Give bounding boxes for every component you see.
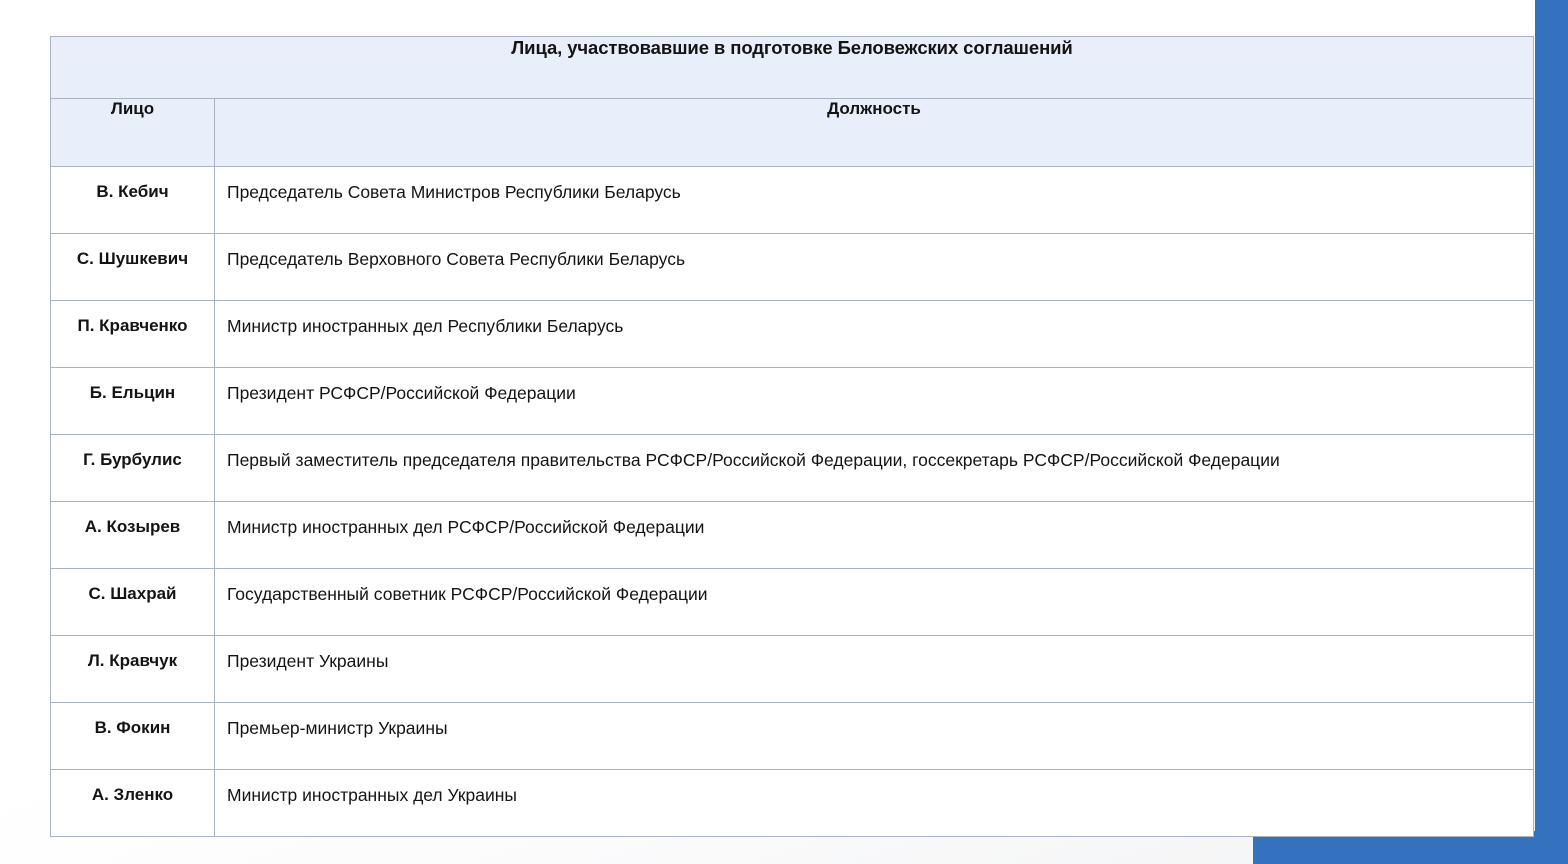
- table-row: А. Козырев Министр иностранных дел РСФСР…: [50, 501, 1534, 569]
- table-title-cell: Лица, участвовавшие в подготовке Беловеж…: [50, 36, 1534, 99]
- cell-position: Председатель Верховного Совета Республик…: [214, 233, 1534, 301]
- table-title-row: Лица, участвовавшие в подготовке Беловеж…: [50, 36, 1534, 99]
- table-row: А. Зленко Министр иностранных дел Украин…: [50, 769, 1534, 837]
- person-name: А. Козырев: [84, 517, 181, 536]
- accent-bar-right: [1535, 0, 1568, 832]
- cell-person: С. Шахрай: [50, 568, 215, 636]
- cell-person: Г. Бурбулис: [50, 434, 215, 502]
- cell-position: Президент Украины: [214, 635, 1534, 703]
- table-row: С. Шахрай Государственный советник РСФСР…: [50, 568, 1534, 636]
- person-position: Государственный советник РСФСР/Российско…: [227, 584, 708, 604]
- cell-person: Л. Кравчук: [50, 635, 215, 703]
- person-position: Председатель Совета Министров Республики…: [227, 182, 681, 202]
- person-position: Министр иностранных дел РСФСР/Российской…: [227, 517, 705, 537]
- table-row: С. Шушкевич Председатель Верховного Сове…: [50, 233, 1534, 301]
- person-name: А. Зленко: [91, 785, 174, 804]
- person-position: Министр иностранных дел Республики Белар…: [227, 316, 624, 336]
- cell-person: В. Фокин: [50, 702, 215, 770]
- column-header-person: Лицо: [50, 98, 215, 167]
- person-position: Премьер-министр Украины: [227, 718, 448, 738]
- person-name: В. Фокин: [94, 718, 171, 737]
- cell-position: Министр иностранных дел РСФСР/Российской…: [214, 501, 1534, 569]
- table-row: В. Фокин Премьер-министр Украины: [50, 702, 1534, 770]
- cell-position: Первый заместитель председателя правител…: [214, 434, 1534, 502]
- cell-position: Председатель Совета Министров Республики…: [214, 166, 1534, 234]
- table-title: Лица, участвовавшие в подготовке Беловеж…: [511, 37, 1073, 58]
- cell-position: Министр иностранных дел Украины: [214, 769, 1534, 837]
- table-row: Б. Ельцин Президент РСФСР/Российской Фед…: [50, 367, 1534, 435]
- people-table: Лица, участвовавшие в подготовке Беловеж…: [50, 36, 1534, 837]
- person-name: Л. Кравчук: [87, 651, 178, 670]
- cell-person: В. Кебич: [50, 166, 215, 234]
- cell-position: Премьер-министр Украины: [214, 702, 1534, 770]
- cell-person: С. Шушкевич: [50, 233, 215, 301]
- person-name: В. Кебич: [96, 182, 169, 201]
- person-position: Президент Украины: [227, 651, 389, 671]
- person-name: П. Кравченко: [77, 316, 188, 335]
- cell-person: Б. Ельцин: [50, 367, 215, 435]
- person-position: Министр иностранных дел Украины: [227, 785, 517, 805]
- table-row: В. Кебич Председатель Совета Министров Р…: [50, 166, 1534, 234]
- person-position: Президент РСФСР/Российской Федерации: [227, 383, 576, 403]
- table-row: Л. Кравчук Президент Украины: [50, 635, 1534, 703]
- person-position: Председатель Верховного Совета Республик…: [227, 249, 686, 269]
- table-row: П. Кравченко Министр иностранных дел Рес…: [50, 300, 1534, 368]
- column-header-position: Должность: [214, 98, 1534, 167]
- cell-person: А. Козырев: [50, 501, 215, 569]
- person-name: С. Шахрай: [88, 584, 177, 603]
- person-name: Б. Ельцин: [89, 383, 176, 402]
- column-header-position-label: Должность: [827, 99, 921, 118]
- column-header-person-label: Лицо: [110, 99, 155, 118]
- cell-person: П. Кравченко: [50, 300, 215, 368]
- cell-position: Государственный советник РСФСР/Российско…: [214, 568, 1534, 636]
- cell-person: А. Зленко: [50, 769, 215, 837]
- person-position: Первый заместитель председателя правител…: [227, 450, 1280, 470]
- cell-position: Президент РСФСР/Российской Федерации: [214, 367, 1534, 435]
- person-name: Г. Бурбулис: [83, 450, 182, 469]
- table-row: Г. Бурбулис Первый заместитель председат…: [50, 434, 1534, 502]
- person-name: С. Шушкевич: [76, 249, 189, 268]
- table-header-row: Лицо Должность: [50, 98, 1534, 167]
- cell-position: Министр иностранных дел Республики Белар…: [214, 300, 1534, 368]
